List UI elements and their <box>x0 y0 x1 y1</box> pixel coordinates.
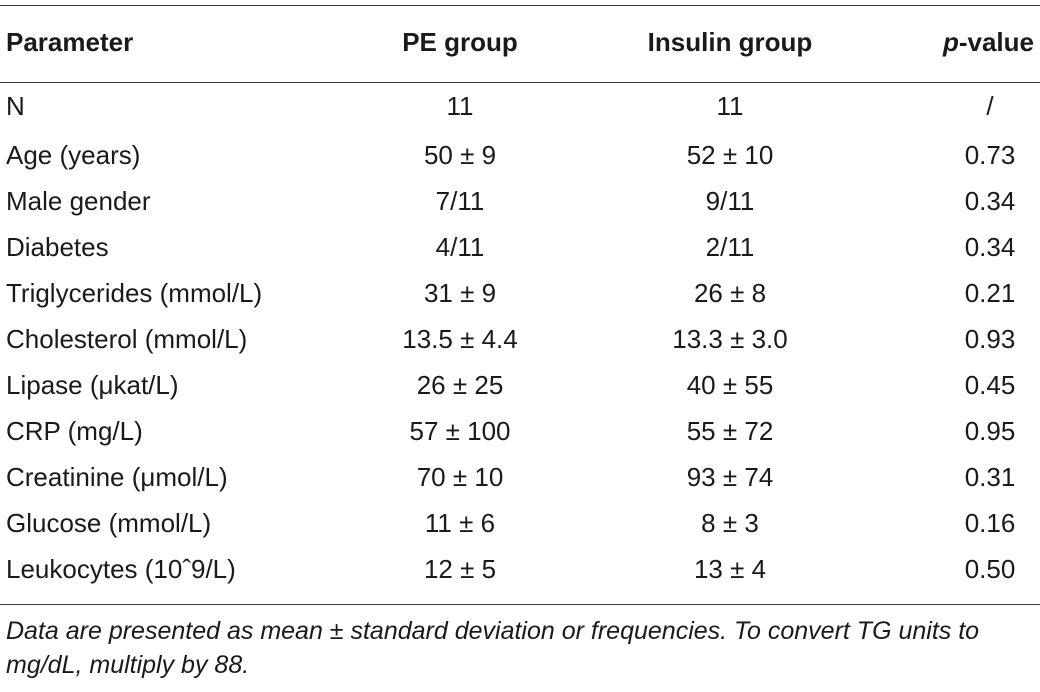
cell-parameter: Creatinine (μmol/L) <box>6 461 228 492</box>
cell-parameter: Male gender <box>6 185 151 216</box>
cell-parameter: Triglycerides (mmol/L) <box>6 277 263 308</box>
cell-pe-group: 7/11 <box>435 185 485 216</box>
cell-insulin-group: 8 ± 3 <box>701 507 759 538</box>
table-row: Creatinine (μmol/L) 70 ± 10 93 ± 74 0.31 <box>0 454 1040 500</box>
cell-pe-group: 11 <box>446 90 474 121</box>
cell-parameter: Glucose (mmol/L) <box>6 507 212 538</box>
cell-p-value-container: 0.31 <box>870 454 1040 500</box>
table-body: N 11 11 / Age (years) 50 ± 9 52 ± 10 0.73 Male g… <box>0 66 1040 592</box>
cell-insulin-group: 55 ± 72 <box>686 415 774 446</box>
cell-p-value: 0.31 <box>964 461 1016 492</box>
cell-p-value: / <box>986 90 994 121</box>
header-rule <box>0 82 1040 83</box>
header-row: Parameter PE group Insulin group p-value <box>0 18 1040 66</box>
table-row: Diabetes 4/11 2/11 0.34 <box>0 224 1040 270</box>
header-parameter: Parameter <box>6 26 134 57</box>
cell-pe-group: 4/11 <box>435 231 485 262</box>
table-row: Cholesterol (mmol/L) 13.5 ± 4.4 13.3 ± 3.0… <box>0 316 1040 362</box>
bottom-rule <box>0 604 1040 605</box>
cell-p-value: 0.50 <box>964 553 1016 584</box>
top-rule <box>0 5 1040 6</box>
cell-p-value: 0.45 <box>964 369 1016 400</box>
cell-p-value: 0.16 <box>964 507 1016 538</box>
header-p-letter: p <box>942 26 959 57</box>
header-insulin-group: Insulin group <box>647 26 813 57</box>
comparison-table: Parameter PE group Insulin group p-value… <box>0 18 1040 592</box>
table-footnote: Data are presented as mean ± standard de… <box>6 617 980 679</box>
cell-p-value-container: 0.93 <box>870 316 1040 362</box>
cell-p-value-container: 0.50 <box>870 546 1040 592</box>
cell-insulin-group: 93 ± 74 <box>686 461 774 492</box>
cell-insulin-group: 26 ± 8 <box>693 277 767 308</box>
header-pe-group: PE group <box>402 26 518 57</box>
cell-p-value: 0.34 <box>964 231 1016 262</box>
cell-insulin-group: 9/11 <box>705 185 755 216</box>
cell-parameter: Age (years) <box>6 139 141 170</box>
table-row: Lipase (μkat/L) 26 ± 25 40 ± 55 0.45 <box>0 362 1040 408</box>
cell-p-value-container: 0.73 <box>870 132 1040 178</box>
cell-insulin-group: 13.3 ± 3.0 <box>672 323 788 354</box>
cell-pe-group: 11 ± 6 <box>424 507 496 538</box>
cell-p-value: 0.21 <box>964 277 1016 308</box>
header-p-suffix: -value <box>958 26 1034 57</box>
cell-parameter: Cholesterol (mmol/L) <box>6 323 248 354</box>
cell-insulin-group: 11 <box>716 90 744 121</box>
cell-p-value-container: 0.34 <box>870 178 1040 224</box>
cell-parameter: Diabetes <box>6 231 109 262</box>
table-row: Age (years) 50 ± 9 52 ± 10 0.73 <box>0 132 1040 178</box>
cell-p-value-container: 0.16 <box>870 500 1040 546</box>
cell-insulin-group: 40 ± 55 <box>686 369 774 400</box>
cell-p-value: 0.73 <box>964 139 1016 170</box>
cell-pe-group: 50 ± 9 <box>423 139 497 170</box>
table-row: Triglycerides (mmol/L) 31 ± 9 26 ± 8 0.21 <box>0 270 1040 316</box>
cell-pe-group: 13.5 ± 4.4 <box>402 323 518 354</box>
cell-insulin-group: 52 ± 10 <box>686 139 774 170</box>
cell-parameter: CRP (mg/L) <box>6 415 143 446</box>
table-row: Leukocytes (10ˆ9/L) 12 ± 5 13 ± 4 0.50 <box>0 546 1040 592</box>
cell-p-value: 0.93 <box>964 323 1016 354</box>
cell-p-value-container: / <box>870 66 1040 132</box>
cell-p-value-container: 0.45 <box>870 362 1040 408</box>
cell-p-value-container: 0.95 <box>870 408 1040 454</box>
cell-pe-group: 70 ± 10 <box>416 461 504 492</box>
table-row: Glucose (mmol/L) 11 ± 6 8 ± 3 0.16 <box>0 500 1040 546</box>
table-row: CRP (mg/L) 57 ± 100 55 ± 72 0.95 <box>0 408 1040 454</box>
cell-p-value-container: 0.34 <box>870 224 1040 270</box>
cell-pe-group: 26 ± 25 <box>416 369 504 400</box>
cell-insulin-group: 2/11 <box>705 231 755 262</box>
cell-pe-group: 31 ± 9 <box>423 277 497 308</box>
table-row: N 11 11 / <box>0 66 1040 132</box>
table-row: Male gender 7/11 9/11 0.34 <box>0 178 1040 224</box>
cell-parameter: N <box>6 90 25 121</box>
cell-parameter: Leukocytes (10ˆ9/L) <box>6 553 236 584</box>
cell-insulin-group: 13 ± 4 <box>693 553 767 584</box>
cell-p-value: 0.95 <box>964 415 1016 446</box>
cell-p-value: 0.34 <box>964 185 1016 216</box>
cell-pe-group: 57 ± 100 <box>409 415 511 446</box>
header-p-value: p-value <box>870 18 1040 66</box>
cell-parameter: Lipase (μkat/L) <box>6 369 179 400</box>
cell-p-value-container: 0.21 <box>870 270 1040 316</box>
cell-pe-group: 12 ± 5 <box>423 553 497 584</box>
